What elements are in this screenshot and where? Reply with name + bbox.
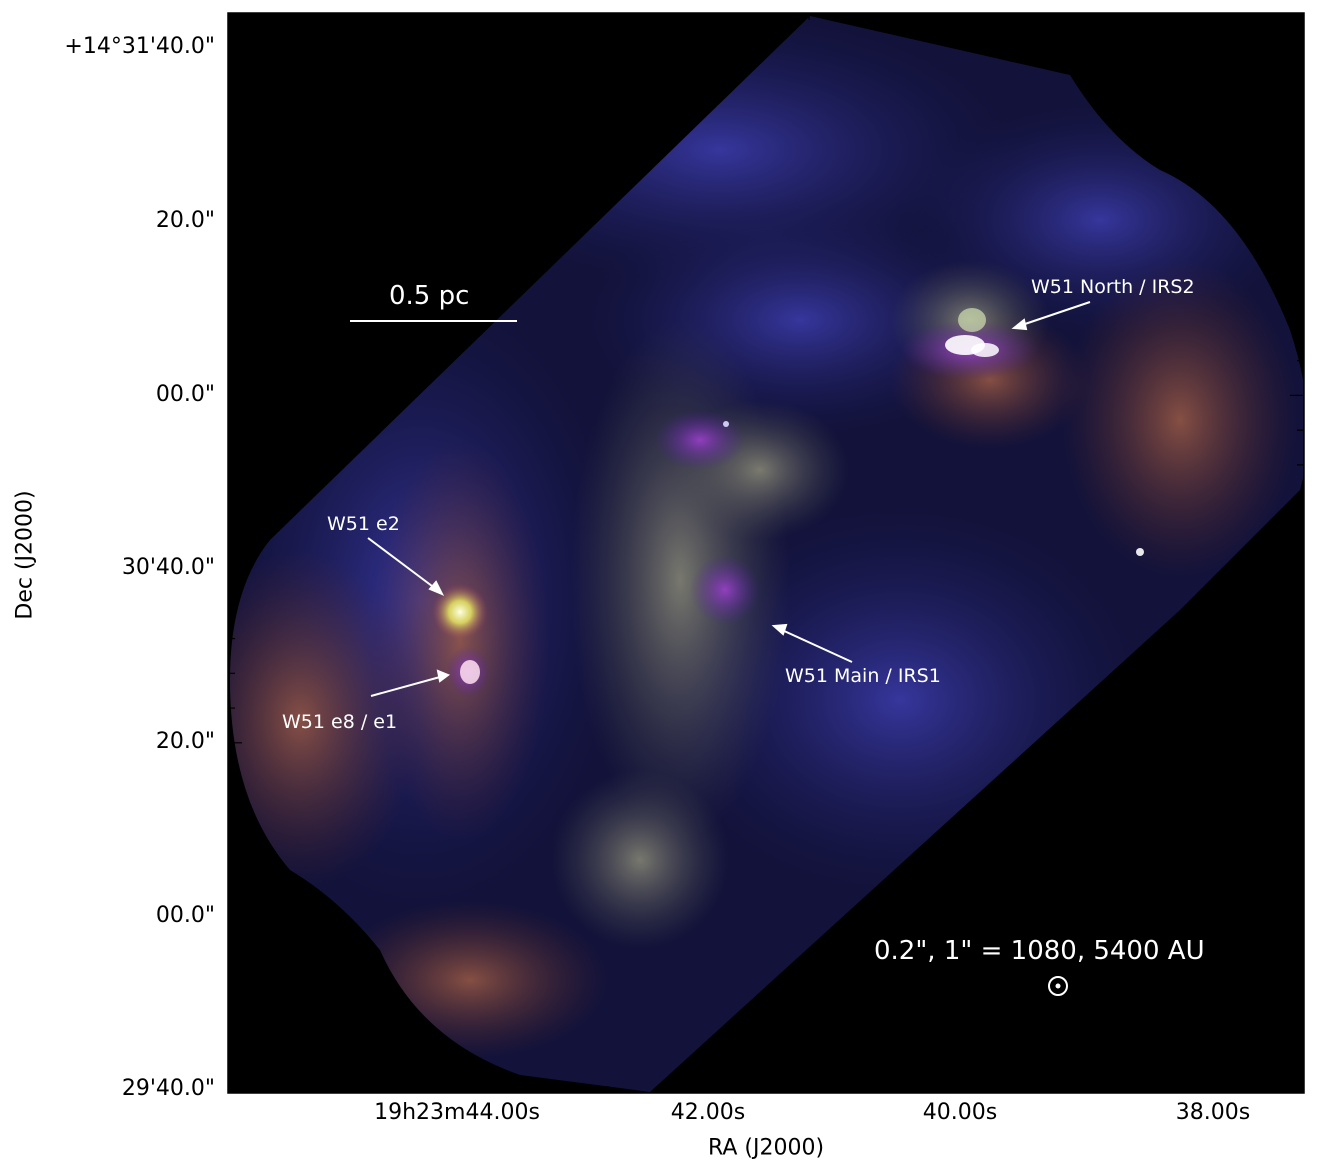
ytick-label: 20.0" — [155, 729, 215, 754]
arrow-north — [1021, 301, 1091, 326]
plot-frame — [227, 12, 1305, 1094]
ytick-label: 30'40.0" — [121, 555, 215, 580]
scale-bar-label: 0.5 pc — [389, 281, 470, 311]
label-w51-e2: W51 e2 — [327, 513, 400, 535]
arrowhead-north — [1011, 318, 1028, 331]
arrow-e2 — [367, 537, 437, 590]
x-axis-label: RA (J2000) — [707, 1135, 825, 1161]
arrow-e8 — [370, 676, 441, 697]
arrowhead-main — [771, 623, 788, 636]
xtick-label: 38.00s — [1175, 1100, 1251, 1125]
ytick-label: +14°31'40.0" — [64, 34, 215, 59]
label-w51-north: W51 North / IRS2 — [1031, 276, 1195, 298]
y-axis-label: Dec (J2000) — [12, 490, 38, 620]
beam-center-dot — [1055, 983, 1061, 989]
arrowhead-e8 — [436, 669, 451, 683]
arrowhead-e2 — [428, 580, 445, 596]
emission-map — [230, 16, 1304, 1092]
beam-ellipse-icon — [1048, 976, 1068, 996]
xtick-label: 42.00s — [670, 1100, 746, 1125]
ytick-label: 29'40.0" — [121, 1076, 215, 1101]
label-w51-main: W51 Main / IRS1 — [785, 665, 941, 687]
axis-ticks — [228, 12, 1304, 1093]
ytick-label: 00.0" — [155, 382, 215, 407]
xtick-label: 40.00s — [922, 1100, 998, 1125]
ytick-label: 00.0" — [155, 903, 215, 928]
annotation-arrows — [367, 301, 1091, 697]
ytick-label: 20.0" — [155, 208, 215, 233]
label-w51-e8: W51 e8 / e1 — [282, 711, 398, 733]
arrow-main — [781, 629, 853, 663]
xtick-label: 19h23m44.00s — [374, 1100, 540, 1125]
beam-label: 0.2", 1" = 1080, 5400 AU — [874, 936, 1205, 966]
